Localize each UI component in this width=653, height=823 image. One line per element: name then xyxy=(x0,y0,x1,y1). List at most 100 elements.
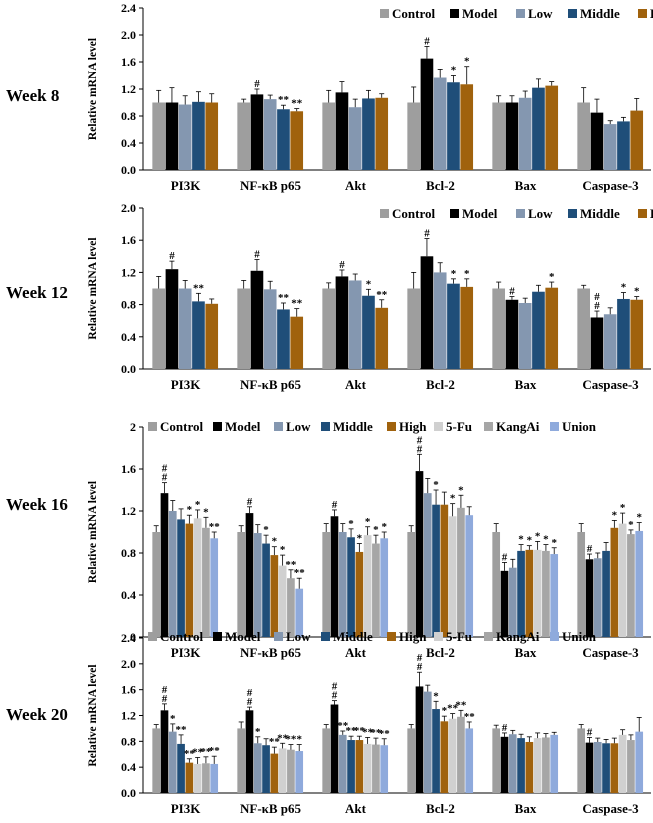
bar xyxy=(630,110,644,170)
significance-label: # xyxy=(247,687,253,699)
y-tick-label: 0.8 xyxy=(121,546,136,560)
bar xyxy=(448,516,457,637)
y-tick-label: 1.2 xyxy=(121,504,136,518)
significance-label: # xyxy=(247,696,253,708)
significance-label: * xyxy=(464,268,470,280)
bar xyxy=(237,102,251,170)
y-tick-label: 1.6 xyxy=(121,462,136,476)
bar xyxy=(440,504,449,637)
bar xyxy=(500,570,509,637)
significance-label: # xyxy=(424,228,430,240)
significance-label: ** xyxy=(285,734,297,746)
bar xyxy=(407,288,421,369)
legend-swatch xyxy=(550,422,559,431)
significance-label: # xyxy=(502,722,508,734)
legend-swatch xyxy=(568,209,577,218)
bar xyxy=(335,276,349,369)
y-tick-label: 2.0 xyxy=(121,28,136,42)
x-tick-label: PI3K xyxy=(171,645,202,660)
week-label: Week 8 xyxy=(6,86,59,105)
significance-label: ** xyxy=(362,726,374,738)
legend-swatch xyxy=(484,422,493,431)
significance-label: ** xyxy=(291,298,303,310)
y-tick-label: 0.0 xyxy=(121,362,136,376)
y-tick-label: 0.4 xyxy=(121,588,136,602)
bar xyxy=(205,303,219,369)
significance-label: # xyxy=(162,472,168,484)
x-tick-label: Bcl-2 xyxy=(426,801,455,816)
bar xyxy=(210,763,219,793)
legend-swatch xyxy=(213,632,222,641)
bar xyxy=(447,283,460,369)
legend: Control Model Low Middle High 5-Fu KangAi Union xyxy=(148,629,597,644)
significance-label: ** xyxy=(200,746,212,758)
bar xyxy=(237,288,251,369)
bar xyxy=(263,289,277,369)
significance-label: * xyxy=(543,534,549,546)
significance-label: ** xyxy=(376,289,388,301)
x-tick-label: Caspase-3 xyxy=(582,645,639,660)
bar xyxy=(518,97,532,170)
significance-label: ** xyxy=(269,736,281,748)
legend-entry: KangAi xyxy=(496,629,540,644)
bar xyxy=(618,734,627,793)
bar xyxy=(193,763,202,793)
bar xyxy=(525,549,534,637)
bar xyxy=(253,743,262,793)
bar xyxy=(295,751,304,793)
bar xyxy=(335,92,349,170)
bar xyxy=(287,749,295,793)
significance-label: # xyxy=(594,300,600,312)
bar xyxy=(627,534,635,637)
bar xyxy=(277,309,290,369)
y-tick-label: 0.0 xyxy=(121,786,136,800)
significance-label: * xyxy=(366,278,372,290)
significance-label: * xyxy=(442,705,448,717)
significance-label: * xyxy=(357,533,363,545)
legend-swatch xyxy=(380,9,389,18)
x-tick-label: Bax xyxy=(515,178,537,193)
bar xyxy=(603,314,617,369)
bar xyxy=(185,523,194,637)
bar xyxy=(577,102,591,170)
bar xyxy=(610,743,619,793)
bar xyxy=(460,286,474,369)
x-tick-label: Akt xyxy=(345,178,367,193)
bar xyxy=(448,718,457,793)
y-tick-label: 0.0 xyxy=(121,163,136,177)
significance-label: # xyxy=(417,434,423,446)
legend-swatch xyxy=(321,632,330,641)
significance-label: ** xyxy=(354,725,366,737)
significance-label: # xyxy=(587,726,593,738)
bar xyxy=(193,518,202,637)
bar xyxy=(348,107,362,170)
legend-entry: Model xyxy=(462,206,498,221)
significance-label: # xyxy=(162,463,168,475)
bar xyxy=(287,578,295,637)
significance-label: ** xyxy=(291,98,303,110)
significance-label: * xyxy=(280,544,286,556)
y-tick-label: 0.8 xyxy=(121,298,136,312)
x-tick-label: PI3K xyxy=(171,178,202,193)
bar xyxy=(205,102,219,170)
bar xyxy=(250,270,264,369)
significance-label: ** xyxy=(184,748,196,760)
significance-label: ** xyxy=(278,292,290,304)
bar xyxy=(152,102,166,170)
significance-label: ** xyxy=(464,711,476,723)
legend-swatch xyxy=(516,209,525,218)
significance-label: ** xyxy=(447,703,459,715)
bar xyxy=(617,298,630,369)
x-tick-label: Bax xyxy=(515,801,537,816)
bar xyxy=(508,734,517,793)
y-tick-label: 0.4 xyxy=(121,330,136,344)
legend: Control Model Low Middle High xyxy=(380,6,653,21)
legend-swatch xyxy=(516,9,525,18)
significance-label: # xyxy=(594,291,600,303)
significance-label: * xyxy=(535,530,541,542)
bar xyxy=(500,736,509,793)
significance-label: * xyxy=(272,536,278,548)
y-tick-label: 0.4 xyxy=(121,760,136,774)
week-label: Week 12 xyxy=(6,283,68,302)
